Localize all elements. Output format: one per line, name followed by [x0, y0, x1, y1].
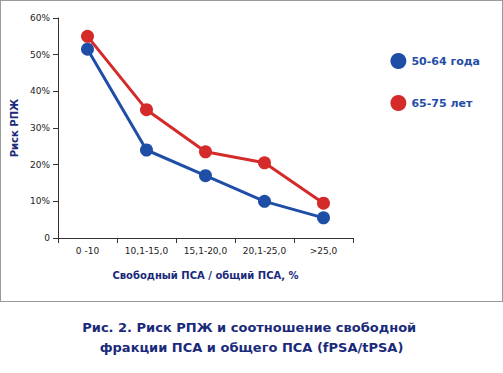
svg-text:20,1-25,0: 20,1-25,0 — [243, 246, 287, 256]
svg-text:65-75 лет: 65-75 лет — [411, 97, 473, 110]
svg-text:15,1-20,0: 15,1-20,0 — [184, 246, 228, 256]
svg-text:30%: 30% — [30, 123, 50, 133]
svg-text:>25,0: >25,0 — [310, 246, 338, 256]
svg-text:40%: 40% — [30, 86, 50, 96]
svg-text:0 -10: 0 -10 — [76, 246, 100, 256]
svg-text:Рис. 2. Риск РПЖ и соотношение: Рис. 2. Риск РПЖ и соотношение свободной — [82, 320, 420, 335]
svg-text:Риск РПЖ: Риск РПЖ — [9, 98, 20, 157]
svg-text:10,1-15,0: 10,1-15,0 — [125, 246, 169, 256]
svg-text:20%: 20% — [30, 160, 50, 170]
svg-text:Свободный ПСА / общий ПСА, %: Свободный ПСА / общий ПСА, % — [112, 270, 298, 281]
svg-text:0: 0 — [44, 233, 50, 243]
svg-text:10%: 10% — [30, 196, 50, 206]
svg-text:50%: 50% — [30, 50, 50, 60]
svg-text:60%: 60% — [30, 13, 50, 23]
svg-text:50-64 года: 50-64 года — [411, 55, 480, 68]
svg-text:фракции ПСА и общего ПСА (fPSA: фракции ПСА и общего ПСА (fPSA/tPSA) — [100, 340, 404, 355]
